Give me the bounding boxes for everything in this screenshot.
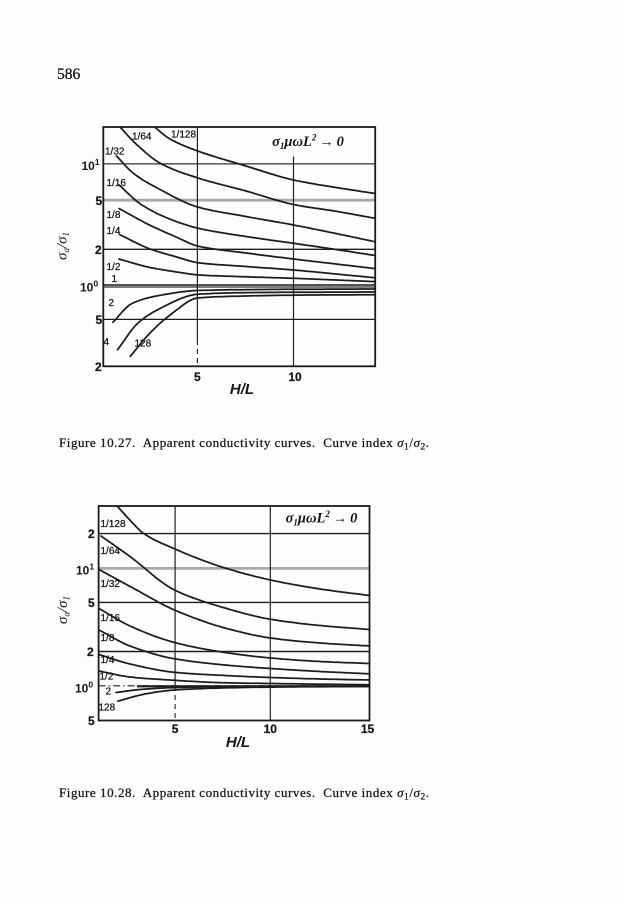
svg-text:H/L: H/L (230, 381, 254, 398)
svg-text:128: 128 (99, 703, 116, 714)
svg-text:4: 4 (104, 337, 110, 348)
svg-text:128: 128 (135, 339, 152, 350)
svg-text:10: 10 (264, 722, 278, 736)
svg-text:σ1μωL2 → 0: σ1μωL2 → 0 (272, 133, 344, 152)
svg-text:5: 5 (96, 313, 103, 327)
svg-text:σa/σ1: σa/σ1 (55, 596, 72, 624)
svg-text:2: 2 (95, 243, 102, 257)
svg-text:1/4: 1/4 (101, 655, 115, 666)
svg-text:1: 1 (112, 274, 118, 285)
svg-text:1/64: 1/64 (101, 546, 121, 557)
svg-text:5: 5 (96, 194, 103, 208)
svg-text:2: 2 (95, 360, 102, 374)
svg-text:100: 100 (80, 279, 98, 295)
svg-text:5: 5 (172, 722, 179, 736)
svg-text:1/128: 1/128 (101, 519, 126, 530)
svg-text:101: 101 (82, 157, 100, 173)
svg-text:σa/σ1: σa/σ1 (55, 232, 72, 260)
svg-text:1/8: 1/8 (101, 633, 115, 644)
svg-text:586: 586 (57, 66, 81, 83)
svg-text:1/2: 1/2 (107, 262, 121, 273)
svg-text:10: 10 (288, 370, 302, 384)
svg-text:Figure 10.28. Apparent conduc: Figure 10.28. Apparent conductivity curv… (59, 785, 430, 803)
svg-text:15: 15 (361, 722, 375, 736)
svg-text:1/2: 1/2 (100, 672, 114, 683)
svg-text:1/32: 1/32 (101, 579, 121, 590)
svg-text:H/L: H/L (226, 734, 250, 751)
svg-text:100: 100 (75, 679, 93, 695)
svg-text:2: 2 (106, 687, 112, 698)
svg-text:2: 2 (88, 527, 95, 541)
svg-text:1/16: 1/16 (107, 178, 127, 189)
svg-text:5: 5 (88, 596, 95, 610)
svg-text:101: 101 (76, 562, 94, 578)
svg-text:2: 2 (109, 298, 115, 309)
svg-text:1/16: 1/16 (101, 613, 121, 624)
svg-text:Figure 10.27. Apparent conduc: Figure 10.27. Apparent conductivity curv… (59, 435, 430, 453)
svg-text:1/4: 1/4 (107, 226, 121, 237)
svg-text:1/64: 1/64 (132, 132, 152, 143)
svg-text:5: 5 (88, 714, 95, 728)
svg-text:1/32: 1/32 (105, 147, 125, 158)
svg-text:σ1μωL2 → 0: σ1μωL2 → 0 (286, 509, 358, 528)
svg-text:1/128: 1/128 (171, 130, 196, 141)
svg-text:5: 5 (194, 370, 201, 384)
svg-text:2: 2 (87, 645, 94, 659)
svg-text:1/8: 1/8 (107, 210, 121, 221)
